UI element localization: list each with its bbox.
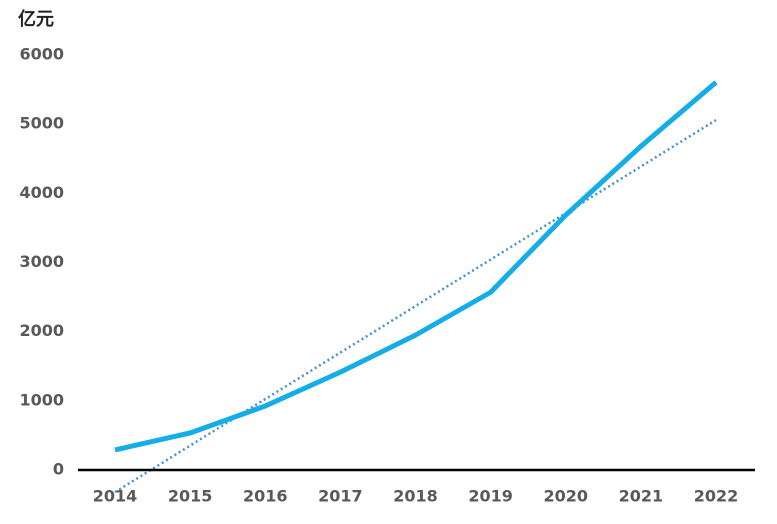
y-axis-unit: 亿元	[18, 8, 54, 30]
x-tick-label: 2016	[243, 487, 288, 506]
y-tick-label: 0	[53, 460, 64, 479]
y-tick-label: 2000	[19, 321, 64, 340]
x-tick-label: 2019	[468, 487, 513, 506]
y-tick-label: 4000	[19, 183, 64, 202]
x-tick-label: 2018	[393, 487, 438, 506]
x-tick-label: 2017	[318, 487, 363, 506]
y-tick-label: 5000	[19, 114, 64, 133]
x-tick-label: 2021	[619, 487, 664, 506]
x-tick-label: 2020	[543, 487, 588, 506]
y-tick-label: 3000	[19, 252, 64, 271]
y-tick-label: 6000	[19, 45, 64, 64]
x-tick-label: 2014	[93, 487, 138, 506]
y-tick-label: 1000	[19, 390, 64, 409]
trend-line	[114, 118, 717, 494]
data-line	[114, 80, 718, 453]
x-tick-label: 2015	[168, 487, 213, 506]
x-tick-label: 2022	[694, 487, 739, 506]
